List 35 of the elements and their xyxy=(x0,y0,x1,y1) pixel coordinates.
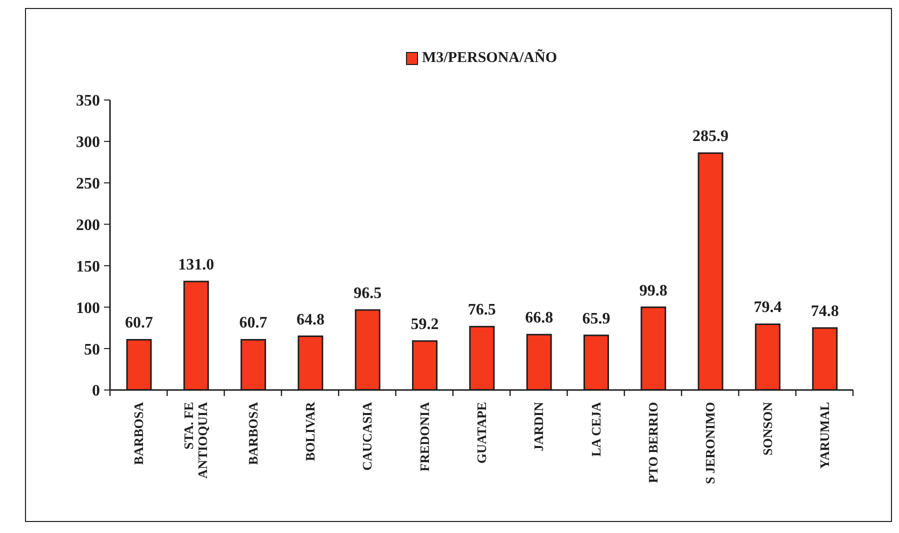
y-tick-label: 300 xyxy=(76,134,100,152)
x-tick-label: GUATAPE xyxy=(474,402,489,464)
data-label: 285.9 xyxy=(692,128,729,146)
data-label: 59.2 xyxy=(410,316,439,333)
data-label: 64.8 xyxy=(296,311,324,328)
x-tick-label: BARBOSA xyxy=(245,401,260,465)
x-tick-label: BARBOSA xyxy=(131,401,146,465)
x-tick-label: LA CEJA xyxy=(588,401,604,457)
x-tick-label: S JERONIMO xyxy=(702,402,718,484)
y-tick-label: 100 xyxy=(76,300,100,317)
x-tick-label: STA. FE ANTIOQUIA xyxy=(181,401,210,479)
y-tick-label: 350 xyxy=(76,92,100,110)
data-label: 60.7 xyxy=(239,314,268,332)
data-label: 131.0 xyxy=(178,256,214,274)
data-label: 74.8 xyxy=(810,303,839,320)
legend-label: M3/PERSONA/AÑO xyxy=(422,50,557,67)
y-tick-label: 150 xyxy=(76,258,100,276)
x-tick-label: YARUMAL xyxy=(816,402,832,469)
data-label: 66.8 xyxy=(525,310,554,327)
data-label: 60.7 xyxy=(125,314,153,332)
data-label: 79.4 xyxy=(754,299,782,316)
data-label: 76.5 xyxy=(468,302,496,319)
x-tick-label: SONSON xyxy=(760,401,775,456)
y-tick-label: 250 xyxy=(76,176,100,193)
x-tick-label: JARDIN xyxy=(531,401,546,452)
x-tick-label: BOLIVAR xyxy=(302,401,318,462)
data-label: 99.8 xyxy=(639,282,668,300)
x-tick-label: PTO BERRIO xyxy=(645,402,660,484)
data-label: 65.9 xyxy=(582,310,610,328)
y-tick-label: 50 xyxy=(84,341,100,358)
x-tick-label: FREDONIA xyxy=(416,401,432,472)
y-tick-label: 200 xyxy=(76,216,100,234)
x-tick-label: CAUCASIA xyxy=(360,401,375,471)
y-tick-label: 0 xyxy=(92,382,100,400)
data-label: 96.5 xyxy=(354,285,382,302)
